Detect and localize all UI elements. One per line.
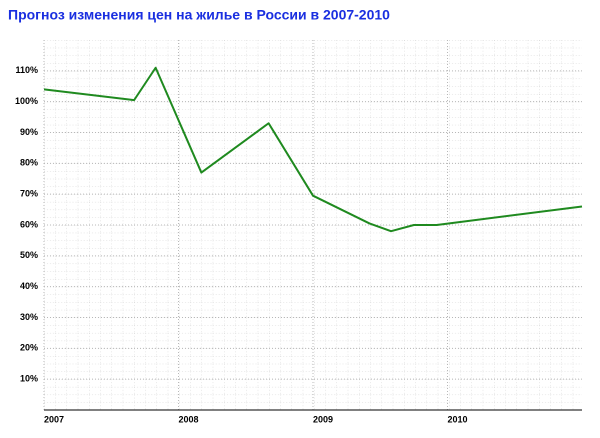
- y-tick-label: 100%: [15, 96, 38, 106]
- y-tick-label: 80%: [20, 158, 38, 168]
- x-tick-label: 2010: [448, 414, 468, 424]
- y-tick-label: 70%: [20, 189, 38, 199]
- x-tick-label: 2008: [179, 414, 199, 424]
- x-tick-label: 2007: [44, 414, 64, 424]
- y-tick-label: 30%: [20, 312, 38, 322]
- y-tick-label: 20%: [20, 343, 38, 353]
- x-tick-label: 2009: [313, 414, 333, 424]
- y-tick-label: 40%: [20, 281, 38, 291]
- y-tick-label: 50%: [20, 250, 38, 260]
- series-line: [43, 66, 583, 233]
- chart-title: Прогноз изменения цен на жилье в России …: [8, 7, 390, 23]
- minor-grid: [44, 40, 582, 410]
- y-tick-label: 60%: [20, 219, 38, 229]
- y-tick-label: 10%: [20, 374, 38, 384]
- y-tick-label: 110%: [15, 65, 38, 75]
- y-tick-label: 90%: [20, 127, 38, 137]
